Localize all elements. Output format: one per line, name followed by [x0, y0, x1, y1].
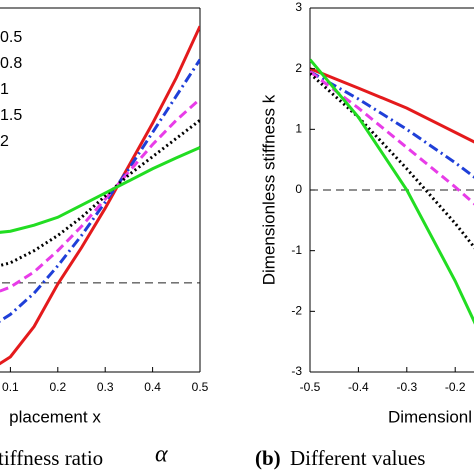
y-tick-label: 2 [295, 61, 302, 75]
frame-left [0, 7, 201, 373]
series-line [310, 58, 474, 325]
y-tick-label: 3 [295, 0, 302, 14]
x-tick-label: -0.5 [300, 380, 321, 394]
y-tick-label: 1 [295, 122, 302, 136]
series-line [0, 58, 200, 323]
series-line [0, 25, 200, 366]
y-tick-label: -1 [291, 243, 302, 257]
x-tick-label: -0.4 [348, 380, 369, 394]
series-line [0, 119, 200, 268]
series-line [310, 70, 474, 206]
caption-label: (b) [255, 446, 281, 470]
x-axis-label: placement x [9, 407, 101, 426]
y-axis-label: Dimensionless stiffness k [259, 94, 278, 285]
x-axis-label: Dimensionl [388, 407, 472, 426]
series-line [310, 70, 474, 179]
y-tick-label: -2 [291, 304, 302, 318]
x-tick-label: 0.5 [192, 380, 209, 394]
caption-symbol: α [155, 442, 168, 468]
legend-label: 2 [0, 133, 9, 150]
legend-label: 0.8 [0, 55, 22, 72]
series-line [0, 97, 200, 293]
plot-area [310, 58, 474, 325]
series-line [310, 67, 474, 144]
x-tick-label: -0.2 [445, 380, 466, 394]
x-tick-label: 0.2 [49, 380, 66, 394]
series-line [0, 146, 200, 234]
x-tick-label: 0.1 [2, 380, 19, 394]
legend-label: 1.5 [0, 107, 22, 124]
y-tick-label: -3 [291, 364, 302, 378]
x-tick-label: -0.3 [396, 380, 417, 394]
y-tick-label: 0 [295, 182, 302, 196]
legend-label: 1 [0, 81, 9, 98]
plot-area [0, 25, 200, 366]
x-tick-label: 0.3 [97, 380, 114, 394]
caption: tiffness ratio [0, 446, 103, 470]
legend-label: 0.5 [0, 29, 22, 46]
x-tick-label: 0.4 [144, 380, 161, 394]
series-line [310, 72, 474, 250]
caption: Different values [290, 446, 425, 470]
